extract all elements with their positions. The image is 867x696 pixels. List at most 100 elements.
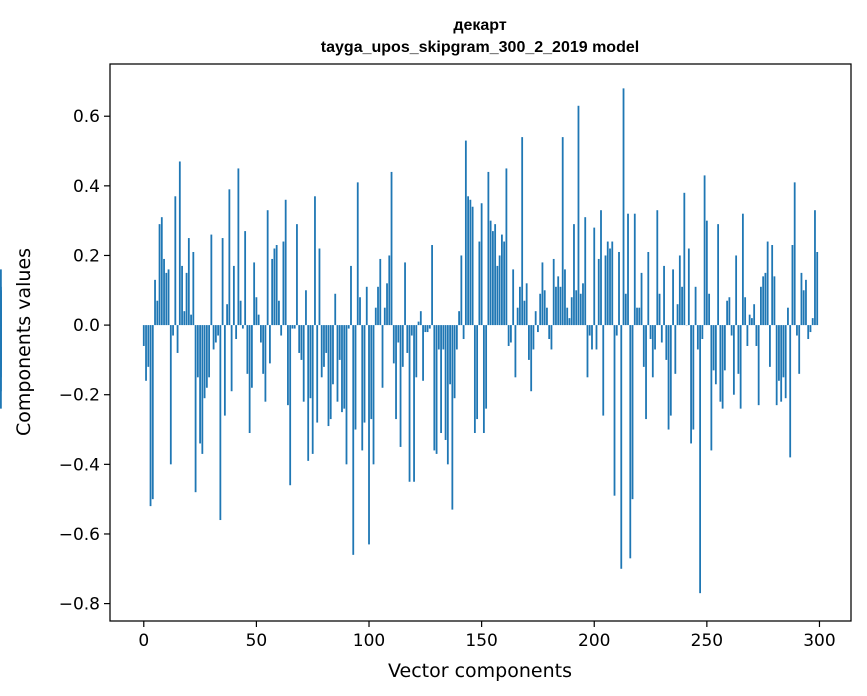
- bar-105: [379, 258, 382, 326]
- bar-298: [814, 210, 816, 326]
- bar-185: [559, 286, 562, 326]
- bar-158: [498, 255, 501, 326]
- bar-176: [539, 293, 542, 326]
- bar-297: [811, 318, 814, 326]
- bar-275: [762, 276, 765, 326]
- y-tick-label: 0.2: [73, 246, 100, 266]
- bar-35: [221, 238, 224, 326]
- bar-137: [451, 325, 454, 510]
- bar-52: [260, 325, 262, 343]
- bar-263: [735, 255, 738, 326]
- bar-187: [564, 269, 566, 326]
- bar-17: [181, 265, 183, 326]
- bar-34: [219, 325, 222, 521]
- bar-282: [778, 325, 780, 381]
- bar-285: [784, 325, 787, 399]
- bar-81: [325, 325, 328, 353]
- bar-287: [789, 325, 792, 458]
- bar-12: [169, 325, 172, 465]
- bar-204: [602, 325, 605, 416]
- bar-219: [636, 307, 638, 326]
- bar-undefined: [0, 325, 2, 392]
- plot-frame: [109, 63, 852, 622]
- bar-208: [611, 241, 614, 326]
- bar-78: [318, 248, 321, 326]
- bar-67: [293, 325, 296, 329]
- bar-71: [302, 325, 305, 402]
- bar-234: [669, 325, 672, 416]
- x-axis-label: Vector components: [388, 660, 572, 682]
- bar-274: [760, 286, 762, 326]
- bar-193: [577, 105, 580, 326]
- bar-220: [638, 307, 641, 326]
- bar-20: [187, 238, 190, 326]
- bar-232: [665, 325, 668, 360]
- bar-144: [467, 196, 470, 326]
- bar-10: [165, 272, 168, 326]
- bar-151: [482, 325, 485, 434]
- bar-168: [521, 137, 524, 326]
- bar-276: [764, 272, 767, 326]
- bar-169: [523, 300, 526, 326]
- bar-283: [780, 325, 783, 402]
- bar-93: [352, 325, 355, 555]
- bar-259: [726, 300, 729, 326]
- bar-42: [237, 168, 240, 326]
- bar-6: [156, 300, 159, 326]
- bar-277: [766, 241, 769, 326]
- y-tick-label: −0.2: [59, 386, 100, 406]
- bar-5: [154, 279, 156, 326]
- bar-159: [501, 234, 503, 326]
- bar-100: [368, 325, 370, 545]
- bar-123: [419, 311, 422, 326]
- bar-83: [329, 325, 332, 420]
- bar-11: [167, 269, 170, 326]
- bar-226: [651, 325, 654, 378]
- bar-108: [386, 283, 388, 326]
- bar-231: [663, 265, 665, 326]
- bar-194: [579, 293, 582, 326]
- bar-272: [755, 325, 758, 346]
- bar-266: [741, 213, 744, 326]
- bar-172: [530, 325, 533, 392]
- bar-197: [586, 325, 589, 378]
- bar-171: [528, 325, 530, 360]
- bar-250: [705, 220, 708, 326]
- bar-141: [460, 255, 463, 326]
- bar-210: [615, 325, 618, 336]
- bar-291: [798, 325, 801, 374]
- bar-120: [413, 325, 415, 482]
- bar-163: [510, 325, 512, 343]
- bar-192: [575, 290, 578, 326]
- bar-252: [710, 325, 713, 451]
- bar-60: [278, 300, 280, 326]
- bar-182: [552, 258, 555, 326]
- bar-109: [388, 255, 391, 326]
- bar-59: [275, 245, 278, 326]
- bar-189: [568, 318, 571, 326]
- x-tick-label: 200: [578, 631, 610, 651]
- bar-181: [550, 325, 553, 350]
- y-tick-label: −0.6: [59, 525, 100, 545]
- bar-239: [681, 286, 683, 326]
- bar-15: [176, 325, 179, 353]
- bar-256: [719, 325, 722, 402]
- bar-132: [440, 325, 442, 434]
- bar-62: [282, 241, 285, 326]
- bar-245: [694, 286, 697, 326]
- bar-54: [264, 325, 267, 402]
- bar-153: [487, 171, 490, 326]
- bar-96: [359, 297, 361, 326]
- bar-0: [142, 325, 145, 346]
- bar-32: [214, 325, 217, 343]
- bar-37: [226, 304, 229, 326]
- bar-166: [516, 307, 519, 326]
- bar-205: [604, 255, 607, 326]
- bar-39: [230, 325, 233, 392]
- bar-53: [262, 325, 265, 374]
- bar-253: [712, 325, 715, 371]
- bar-290: [796, 325, 798, 336]
- x-tick-label: 300: [803, 631, 835, 651]
- bar-143: [464, 140, 467, 326]
- bar-230: [660, 325, 663, 343]
